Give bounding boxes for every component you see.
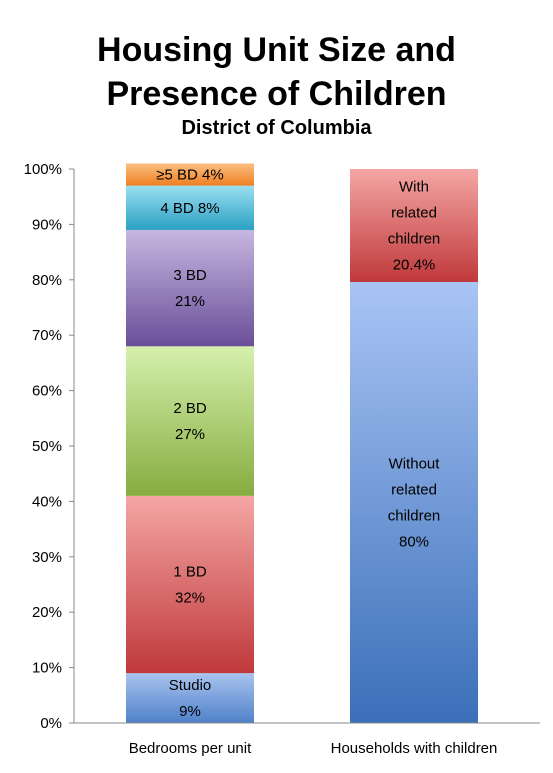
x-category-label: Bedrooms per unit — [129, 740, 252, 757]
data-label: children — [388, 508, 441, 525]
data-label: 1 BD — [173, 564, 207, 581]
data-label: 32% — [175, 590, 205, 607]
bar-segment — [126, 673, 254, 723]
data-label: Without — [389, 456, 441, 473]
y-tick-label: 30% — [32, 549, 62, 566]
data-label: 9% — [179, 703, 201, 720]
y-tick-label: 60% — [32, 383, 62, 400]
data-label: Studio — [169, 677, 212, 694]
bar-segment — [126, 495, 254, 674]
data-label: 2 BD — [173, 400, 207, 417]
data-label: related — [391, 205, 437, 222]
data-label: 80% — [399, 534, 429, 551]
data-label: related — [391, 482, 437, 499]
data-label: 21% — [175, 293, 205, 310]
x-category-label: Households with children — [331, 740, 498, 757]
data-label: 20.4% — [393, 257, 436, 274]
bar-segment — [126, 346, 254, 496]
y-tick-label: 100% — [24, 161, 62, 178]
bar-segment — [126, 163, 254, 186]
data-label: 27% — [175, 426, 205, 443]
data-label: 3 BD — [173, 267, 207, 284]
y-tick-label: 20% — [32, 604, 62, 621]
chart-subtitle: District of Columbia — [181, 117, 372, 139]
y-tick-label: 50% — [32, 438, 62, 455]
data-label: children — [388, 231, 441, 248]
y-tick-label: 70% — [32, 327, 62, 344]
y-tick-label: 90% — [32, 216, 62, 233]
chart-title: Housing Unit Size and Presence of Childr… — [97, 31, 456, 113]
data-label: With — [399, 179, 429, 196]
y-tick-label: 10% — [32, 660, 62, 677]
bar-segment — [126, 229, 254, 347]
y-tick-label: 0% — [40, 715, 62, 732]
y-tick-label: 80% — [32, 272, 62, 289]
y-tick-label: 40% — [32, 493, 62, 510]
data-label: 4 BD 8% — [160, 200, 219, 217]
bar-segment — [350, 169, 478, 283]
bar-segment — [350, 282, 478, 723]
bar-segment — [126, 185, 254, 230]
data-label: ≥5 BD 4% — [156, 167, 223, 184]
